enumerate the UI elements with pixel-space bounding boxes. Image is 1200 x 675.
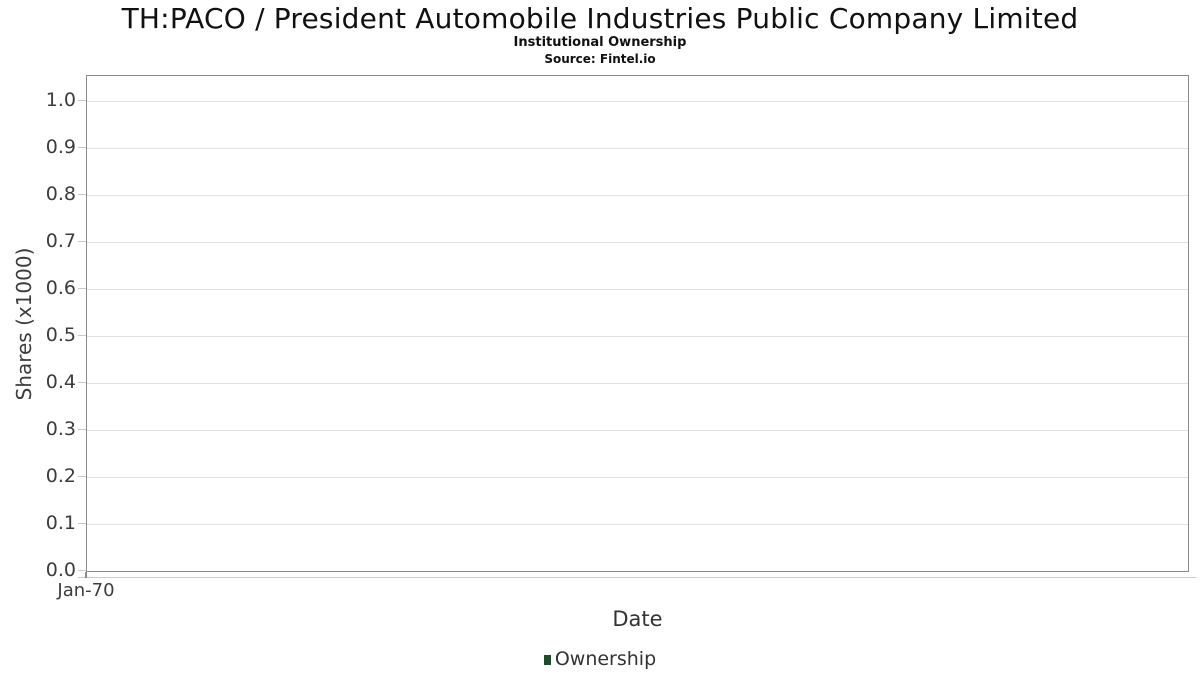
y-tick-mark bbox=[78, 335, 86, 336]
gridline bbox=[87, 148, 1188, 149]
gridline bbox=[87, 524, 1188, 525]
gridline bbox=[87, 430, 1188, 431]
y-tick-label: 0.0 bbox=[45, 559, 76, 581]
chart-source-credit: Source: Fintel.io bbox=[544, 52, 656, 66]
gridline bbox=[87, 383, 1188, 384]
y-tick-label: 0.9 bbox=[45, 136, 76, 158]
y-tick-mark bbox=[78, 288, 86, 289]
y-tick-label: 0.1 bbox=[45, 512, 76, 534]
gridline bbox=[87, 101, 1188, 102]
y-tick-mark bbox=[78, 100, 86, 101]
y-tick-mark bbox=[78, 476, 86, 477]
x-axis-label: Date bbox=[612, 607, 663, 631]
y-tick-mark bbox=[78, 429, 86, 430]
x-axis-line bbox=[78, 577, 1196, 578]
y-tick-label: 0.8 bbox=[45, 183, 76, 205]
y-tick-label: 0.3 bbox=[45, 418, 76, 440]
gridline bbox=[87, 195, 1188, 196]
gridline bbox=[87, 477, 1188, 478]
y-tick-label: 1.0 bbox=[45, 89, 76, 111]
legend-series-marker-icon bbox=[543, 655, 551, 665]
plot-area bbox=[86, 75, 1189, 572]
y-axis-label: Shares (x1000) bbox=[12, 247, 36, 401]
legend-series-label[interactable]: Ownership bbox=[554, 648, 657, 670]
gridline bbox=[87, 336, 1188, 337]
gridline bbox=[87, 242, 1188, 243]
chart-title: TH:PACO / President Automobile Industrie… bbox=[121, 2, 1079, 35]
x-tick-mark bbox=[85, 572, 87, 578]
chart-subtitle: Institutional Ownership bbox=[513, 35, 687, 50]
y-tick-label: 0.2 bbox=[45, 465, 76, 487]
y-tick-label: 0.6 bbox=[45, 277, 76, 299]
gridline bbox=[87, 289, 1188, 290]
y-tick-label: 0.7 bbox=[45, 230, 76, 252]
y-tick-mark bbox=[78, 194, 86, 195]
y-tick-mark bbox=[78, 382, 86, 383]
y-tick-mark bbox=[78, 241, 86, 242]
y-tick-label: 0.5 bbox=[45, 324, 76, 346]
y-tick-mark bbox=[78, 523, 86, 524]
y-tick-label: 0.4 bbox=[45, 371, 76, 393]
legend[interactable]: Ownership bbox=[0, 648, 1200, 670]
x-tick-label: Jan-70 bbox=[57, 580, 115, 601]
y-tick-mark bbox=[78, 147, 86, 148]
y-tick-mark bbox=[78, 570, 86, 571]
